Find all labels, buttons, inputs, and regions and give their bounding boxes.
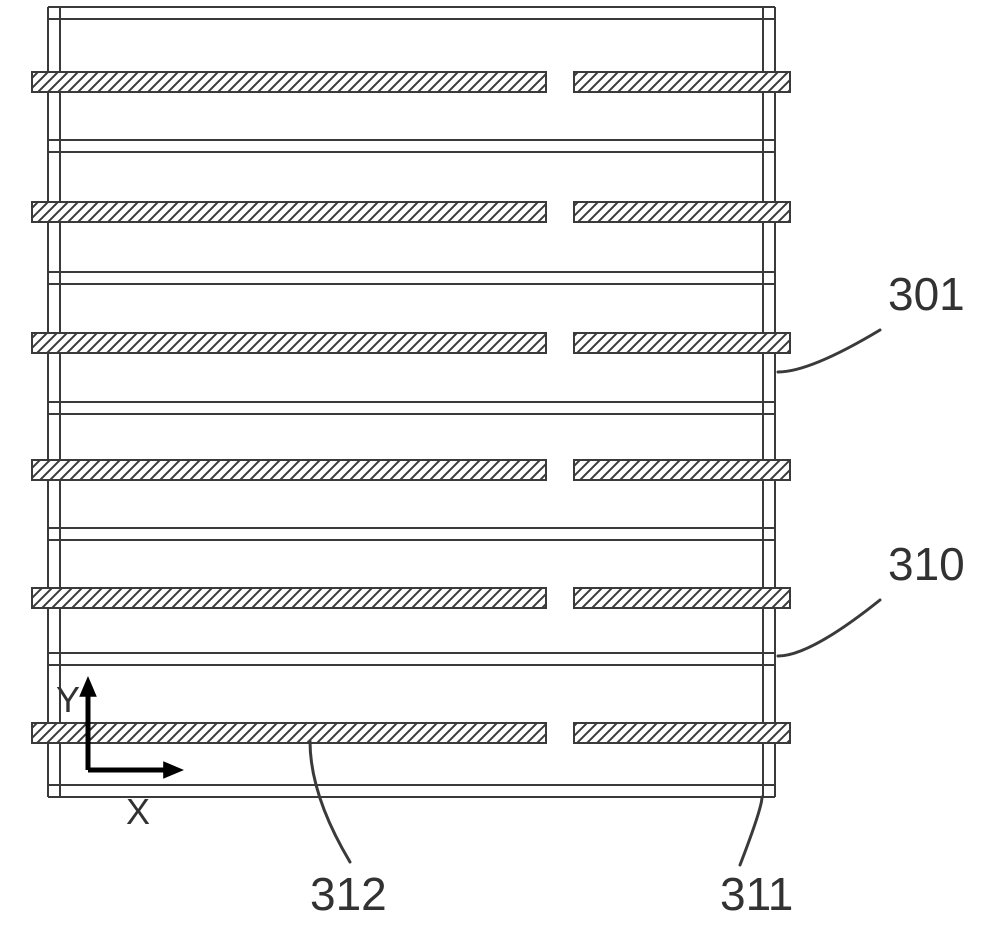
diagram-svg: YX 301310311312 [0, 0, 1000, 928]
coordinate-axes: YX [56, 676, 184, 832]
callout-label: 301 [888, 268, 965, 320]
callout-label: 310 [888, 538, 965, 590]
axis-label-x: X [126, 791, 150, 832]
grid-frame [48, 7, 775, 797]
diagram-canvas: YX 301310311312 [0, 0, 1000, 928]
callout-label: 311 [720, 868, 793, 920]
axis-label-y: Y [56, 679, 80, 720]
callout-label: 312 [310, 868, 387, 920]
